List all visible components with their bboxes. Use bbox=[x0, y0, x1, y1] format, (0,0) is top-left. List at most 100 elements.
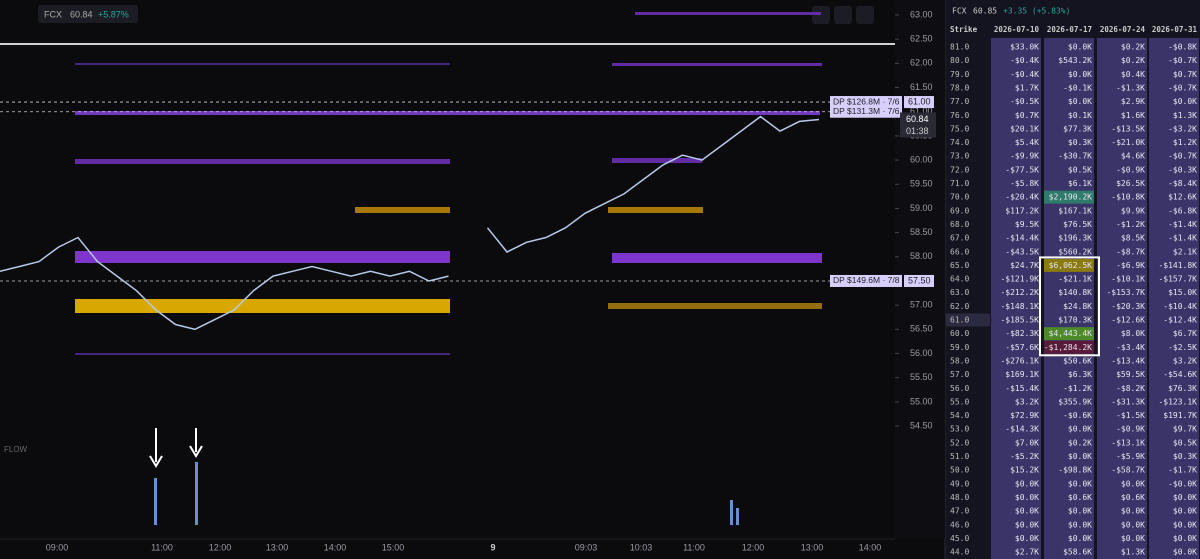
panel-symbol: FCX bbox=[952, 7, 967, 16]
cell-value: -$8.7K bbox=[1116, 247, 1145, 256]
tool-button[interactable] bbox=[856, 6, 874, 24]
cell-value: $0.5K bbox=[1068, 165, 1092, 174]
strike: 70.0 bbox=[950, 193, 969, 202]
cell-value: -$157.7K bbox=[1158, 275, 1197, 284]
y-tick-label: 61.50 bbox=[910, 82, 933, 92]
cell-value: $76.3K bbox=[1168, 384, 1197, 393]
cell-value: $20.1K bbox=[1010, 124, 1039, 133]
strike: 48.0 bbox=[950, 493, 969, 502]
strike: 77.0 bbox=[950, 97, 969, 106]
cell-value: -$276.1K bbox=[1000, 356, 1039, 365]
cell-value: -$13.1K bbox=[1111, 438, 1145, 447]
strike: 46.0 bbox=[950, 520, 969, 529]
strike: 67.0 bbox=[950, 234, 969, 243]
x-tick-label: 9 bbox=[490, 542, 495, 552]
cell-value: -$3.2K bbox=[1168, 124, 1197, 133]
cell-value: $9.7K bbox=[1173, 425, 1197, 434]
x-tick-label: 14:00 bbox=[859, 542, 882, 552]
strike: 59.0 bbox=[950, 343, 969, 352]
column-header: Strike bbox=[950, 25, 978, 34]
cell-value: $2,190.2K bbox=[1049, 193, 1093, 202]
strike: 60.0 bbox=[950, 329, 969, 338]
price-tag-box bbox=[904, 96, 934, 109]
strike: 75.0 bbox=[950, 124, 969, 133]
dp-box bbox=[830, 274, 902, 287]
strike: 54.0 bbox=[950, 411, 969, 420]
y-tick-label: 55.50 bbox=[910, 372, 933, 382]
cell-value: $15.0K bbox=[1168, 288, 1197, 297]
cell-value: $24.7K bbox=[1010, 261, 1039, 270]
cell-value: -$8.4K bbox=[1168, 179, 1197, 188]
y-tick-label: 56.00 bbox=[910, 348, 933, 358]
band bbox=[75, 111, 820, 115]
chart-bg bbox=[0, 0, 945, 559]
column-header: 2026-07-31 bbox=[1152, 25, 1198, 34]
cell-value: $1.3K bbox=[1173, 111, 1197, 120]
cell-value: $0.7K bbox=[1173, 70, 1197, 79]
y-tick-label: 56.50 bbox=[910, 324, 933, 334]
x-tick-label: 13:00 bbox=[801, 542, 824, 552]
cell-value: -$0.3K bbox=[1168, 165, 1197, 174]
cell-value: -$77.5K bbox=[1005, 165, 1039, 174]
cell-value: -$185.5K bbox=[1000, 316, 1039, 325]
cell-value: -$121.9K bbox=[1000, 275, 1039, 284]
y-tick-label: 54.50 bbox=[910, 420, 933, 430]
cell-value: $1.3K bbox=[1121, 548, 1145, 557]
toolbar bbox=[812, 6, 874, 24]
cell-value: $560.2K bbox=[1058, 247, 1092, 256]
cell-value: $0.2K bbox=[1121, 43, 1145, 52]
cell-value: $3.2K bbox=[1015, 397, 1039, 406]
cell-value: -$98.8K bbox=[1058, 466, 1092, 475]
cell-value: -$1.4K bbox=[1168, 220, 1197, 229]
cell-value: -$14.3K bbox=[1005, 425, 1039, 434]
cell-value: -$5.8K bbox=[1010, 179, 1039, 188]
cell-value: $0.4K bbox=[1121, 70, 1145, 79]
dp-box bbox=[830, 96, 902, 109]
y-tick-label: 59.00 bbox=[910, 203, 933, 213]
cell-value: -$141.8K bbox=[1158, 261, 1197, 270]
price-tag: 61.00 bbox=[908, 96, 931, 106]
cell-value: -$212.2K bbox=[1000, 288, 1039, 297]
cell-value: $2.1K bbox=[1173, 247, 1197, 256]
cell-value: -$6.9K bbox=[1116, 261, 1145, 270]
cell-value: -$0.1K bbox=[1063, 83, 1092, 92]
x-tick-label: 12:00 bbox=[742, 542, 765, 552]
cell-value: $0.0K bbox=[1173, 493, 1197, 502]
cell-value: -$31.3K bbox=[1111, 397, 1145, 406]
y-tick-label: 61.00 bbox=[910, 106, 933, 116]
tool-button[interactable] bbox=[834, 6, 852, 24]
cell-value: -$0.5K bbox=[1010, 97, 1039, 106]
strike: 64.0 bbox=[950, 275, 969, 284]
cell-value: -$1.2K bbox=[1063, 384, 1092, 393]
band bbox=[635, 12, 821, 15]
strike: 53.0 bbox=[950, 425, 969, 434]
price-tag: 57.50 bbox=[908, 275, 931, 285]
cell-value: -$13.5K bbox=[1111, 124, 1145, 133]
cell-value: $1.2K bbox=[1173, 138, 1197, 147]
flow-bars bbox=[149, 428, 739, 525]
band bbox=[75, 353, 450, 355]
cell-value: -$82.3K bbox=[1005, 329, 1039, 338]
column-bg bbox=[991, 38, 1041, 559]
cell-value: $12.6K bbox=[1168, 193, 1197, 202]
cell-value: -$1.5K bbox=[1116, 411, 1145, 420]
cell-value: $0.0K bbox=[1068, 507, 1092, 516]
cell-value: -$9.9K bbox=[1010, 152, 1039, 161]
symbol: FCX bbox=[44, 9, 62, 19]
cell-value: -$5.2K bbox=[1010, 452, 1039, 461]
last-price: 60.84 bbox=[906, 114, 929, 124]
cell-value: -$10.4K bbox=[1163, 302, 1197, 311]
strike: 78.0 bbox=[950, 83, 969, 92]
current-row bbox=[946, 313, 990, 327]
cell-value: $0.0K bbox=[1173, 534, 1197, 543]
countdown: 01:38 bbox=[906, 126, 929, 136]
strike: 50.0 bbox=[950, 466, 969, 475]
cell-value: $2.7K bbox=[1015, 548, 1039, 557]
cell-value: -$5.9K bbox=[1116, 452, 1145, 461]
x-tick-label: 09:03 bbox=[575, 542, 598, 552]
strike: 71.0 bbox=[950, 179, 969, 188]
dp-label: DP $131.3M · 7/6 bbox=[833, 106, 900, 116]
x-tick-label: 13:00 bbox=[266, 542, 289, 552]
